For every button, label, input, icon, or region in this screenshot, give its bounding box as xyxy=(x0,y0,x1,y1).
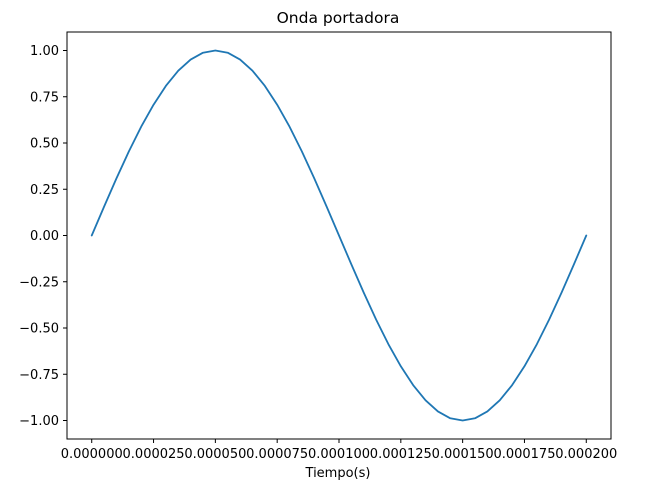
y-tick-label: 0.25 xyxy=(30,183,59,198)
chart-title: Onda portadora xyxy=(277,9,400,27)
x-tick-label: 0.000200 xyxy=(555,447,617,462)
x-tick-label: 0.000025 xyxy=(123,447,185,462)
y-tick-label: 1.00 xyxy=(30,44,59,59)
x-tick-label: 0.000100 xyxy=(308,447,370,462)
x-tick-label: 0.000050 xyxy=(184,447,246,462)
y-axis: 1.00 0.75 0.50 0.25 0.00 −0.25 −0.50 −0.75 −1.00 xyxy=(19,44,67,429)
y-tick-label: −0.25 xyxy=(19,275,59,290)
x-tick-label: 0.000075 xyxy=(246,447,308,462)
x-axis-title: Tiempo(s) xyxy=(305,466,371,481)
plot-area xyxy=(66,31,612,440)
x-tick-label: 0.000175 xyxy=(493,447,555,462)
y-tick-label: 0.50 xyxy=(30,137,59,152)
y-tick-label: 0.00 xyxy=(30,229,59,244)
x-tick-label: 0.000150 xyxy=(432,447,494,462)
x-axis: 0.000000 0.000025 0.000050 0.000075 0.000100… xyxy=(61,439,617,462)
y-tick-label: −0.75 xyxy=(19,368,59,383)
y-tick-label: −1.00 xyxy=(19,414,59,429)
series-line-0 xyxy=(90,49,588,422)
y-tick-label: −0.50 xyxy=(19,322,59,337)
x-tick-label: 0.000125 xyxy=(370,447,432,462)
x-tick-label: 0.000000 xyxy=(61,447,123,462)
y-tick-label: 0.75 xyxy=(30,90,59,105)
